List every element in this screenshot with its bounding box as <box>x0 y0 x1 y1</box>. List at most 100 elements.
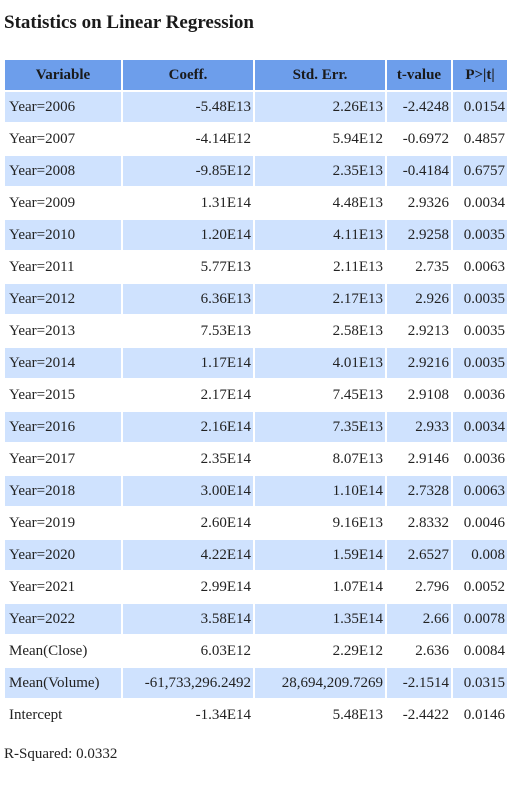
cell-t-value: 2.9213 <box>387 316 451 346</box>
cell-variable: Year=2016 <box>5 412 121 442</box>
cell-coeff: 6.03E12 <box>123 636 253 666</box>
cell-p-value: 0.0036 <box>453 380 507 410</box>
cell-std-err: 2.17E13 <box>255 284 385 314</box>
table-row: Year=2009 1.31E14 4.48E13 2.9326 0.0034 <box>5 188 507 218</box>
cell-t-value: 2.735 <box>387 252 451 282</box>
table-row: Year=2019 2.60E14 9.16E13 2.8332 0.0046 <box>5 508 507 538</box>
table-row: Year=2010 1.20E14 4.11E13 2.9258 0.0035 <box>5 220 507 250</box>
cell-coeff: 3.00E14 <box>123 476 253 506</box>
cell-std-err: 2.26E13 <box>255 92 385 122</box>
cell-coeff: -1.34E14 <box>123 700 253 730</box>
table-row: Year=2014 1.17E14 4.01E13 2.9216 0.0035 <box>5 348 507 378</box>
cell-coeff: 1.17E14 <box>123 348 253 378</box>
regression-statistics-panel: Statistics on Linear Regression Variable… <box>3 12 509 762</box>
cell-t-value: 2.9216 <box>387 348 451 378</box>
cell-t-value: 2.636 <box>387 636 451 666</box>
cell-std-err: 4.01E13 <box>255 348 385 378</box>
header-row: Variable Coeff. Std. Err. t-value P>|t| <box>5 60 507 90</box>
cell-t-value: 2.8332 <box>387 508 451 538</box>
cell-variable: Year=2017 <box>5 444 121 474</box>
table-row: Year=2012 6.36E13 2.17E13 2.926 0.0035 <box>5 284 507 314</box>
cell-variable: Year=2006 <box>5 92 121 122</box>
cell-coeff: -5.48E13 <box>123 92 253 122</box>
cell-coeff: -61,733,296.2492 <box>123 668 253 698</box>
cell-variable: Intercept <box>5 700 121 730</box>
cell-p-value: 0.008 <box>453 540 507 570</box>
cell-std-err: 1.59E14 <box>255 540 385 570</box>
cell-variable: Year=2019 <box>5 508 121 538</box>
cell-std-err: 2.29E12 <box>255 636 385 666</box>
cell-coeff: 2.99E14 <box>123 572 253 602</box>
cell-std-err: 2.35E13 <box>255 156 385 186</box>
cell-variable: Year=2007 <box>5 124 121 154</box>
cell-coeff: 2.60E14 <box>123 508 253 538</box>
cell-std-err: 28,694,209.7269 <box>255 668 385 698</box>
header-t-value: t-value <box>387 60 451 90</box>
cell-coeff: -9.85E12 <box>123 156 253 186</box>
cell-std-err: 4.11E13 <box>255 220 385 250</box>
cell-p-value: 0.6757 <box>453 156 507 186</box>
table-row: Year=2018 3.00E14 1.10E14 2.7328 0.0063 <box>5 476 507 506</box>
table-row: Year=2021 2.99E14 1.07E14 2.796 0.0052 <box>5 572 507 602</box>
cell-std-err: 7.45E13 <box>255 380 385 410</box>
table-row: Year=2013 7.53E13 2.58E13 2.9213 0.0035 <box>5 316 507 346</box>
cell-t-value: 2.933 <box>387 412 451 442</box>
cell-t-value: 2.9326 <box>387 188 451 218</box>
cell-p-value: 0.0036 <box>453 444 507 474</box>
cell-coeff: 1.20E14 <box>123 220 253 250</box>
header-variable: Variable <box>5 60 121 90</box>
table-row: Year=2016 2.16E14 7.35E13 2.933 0.0034 <box>5 412 507 442</box>
cell-variable: Year=2018 <box>5 476 121 506</box>
r-squared: R-Squared: 0.0332 <box>4 746 118 762</box>
cell-p-value: 0.0063 <box>453 252 507 282</box>
cell-variable: Year=2014 <box>5 348 121 378</box>
table-row: Intercept -1.34E14 5.48E13 -2.4422 0.0146 <box>5 700 507 730</box>
cell-variable: Year=2011 <box>5 252 121 282</box>
cell-p-value: 0.0034 <box>453 412 507 442</box>
table-header: Variable Coeff. Std. Err. t-value P>|t| <box>5 60 507 90</box>
cell-p-value: 0.0315 <box>453 668 507 698</box>
cell-std-err: 5.94E12 <box>255 124 385 154</box>
cell-variable: Year=2008 <box>5 156 121 186</box>
cell-variable: Year=2013 <box>5 316 121 346</box>
cell-coeff: 4.22E14 <box>123 540 253 570</box>
cell-p-value: 0.0063 <box>453 476 507 506</box>
cell-p-value: 0.0035 <box>453 348 507 378</box>
table-row: Year=2020 4.22E14 1.59E14 2.6527 0.008 <box>5 540 507 570</box>
cell-t-value: -0.6972 <box>387 124 451 154</box>
cell-variable: Year=2009 <box>5 188 121 218</box>
cell-p-value: 0.0052 <box>453 572 507 602</box>
cell-variable: Year=2021 <box>5 572 121 602</box>
cell-t-value: -2.1514 <box>387 668 451 698</box>
cell-std-err: 5.48E13 <box>255 700 385 730</box>
cell-coeff: 2.35E14 <box>123 444 253 474</box>
regression-table: Variable Coeff. Std. Err. t-value P>|t| … <box>3 58 509 732</box>
cell-coeff: 2.17E14 <box>123 380 253 410</box>
cell-t-value: -2.4248 <box>387 92 451 122</box>
cell-p-value: 0.0078 <box>453 604 507 634</box>
header-coeff: Coeff. <box>123 60 253 90</box>
cell-coeff: 7.53E13 <box>123 316 253 346</box>
cell-coeff: 1.31E14 <box>123 188 253 218</box>
cell-t-value: 2.66 <box>387 604 451 634</box>
cell-variable: Year=2015 <box>5 380 121 410</box>
cell-std-err: 1.07E14 <box>255 572 385 602</box>
table-row: Year=2015 2.17E14 7.45E13 2.9108 0.0036 <box>5 380 507 410</box>
cell-p-value: 0.0154 <box>453 92 507 122</box>
cell-std-err: 9.16E13 <box>255 508 385 538</box>
cell-t-value: -0.4184 <box>387 156 451 186</box>
cell-t-value: 2.9108 <box>387 380 451 410</box>
cell-std-err: 2.11E13 <box>255 252 385 282</box>
cell-t-value: 2.6527 <box>387 540 451 570</box>
cell-std-err: 7.35E13 <box>255 412 385 442</box>
cell-variable: Year=2020 <box>5 540 121 570</box>
cell-variable: Year=2010 <box>5 220 121 250</box>
table-row: Year=2006 -5.48E13 2.26E13 -2.4248 0.0154 <box>5 92 507 122</box>
table-row: Year=2022 3.58E14 1.35E14 2.66 0.0078 <box>5 604 507 634</box>
table-row: Year=2017 2.35E14 8.07E13 2.9146 0.0036 <box>5 444 507 474</box>
cell-p-value: 0.4857 <box>453 124 507 154</box>
cell-variable: Year=2012 <box>5 284 121 314</box>
cell-coeff: 3.58E14 <box>123 604 253 634</box>
cell-p-value: 0.0034 <box>453 188 507 218</box>
cell-p-value: 0.0035 <box>453 316 507 346</box>
